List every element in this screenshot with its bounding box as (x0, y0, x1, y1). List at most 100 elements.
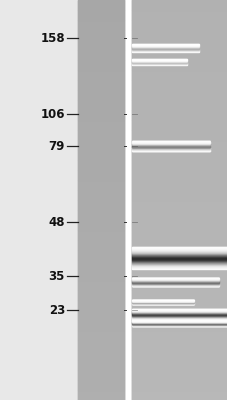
Bar (131, 262, 227, 263)
Bar (131, 261, 227, 262)
Bar (77, 200, 124, 210)
Bar (77, 340, 124, 350)
Bar (131, 170, 227, 180)
Bar (131, 253, 227, 254)
Bar (77, 280, 124, 290)
Bar (131, 280, 227, 290)
Bar (131, 180, 227, 190)
Bar (77, 360, 124, 370)
Bar (131, 60, 227, 70)
Bar (77, 0, 124, 400)
Bar (131, 110, 227, 120)
Text: 158: 158 (40, 32, 65, 44)
Bar (131, 160, 227, 170)
Bar (131, 252, 227, 253)
Text: 79: 79 (48, 140, 65, 152)
Bar (77, 160, 124, 170)
Bar (131, 290, 227, 300)
Bar (131, 220, 227, 230)
Bar (77, 110, 124, 120)
Bar (131, 248, 227, 249)
Bar (131, 251, 227, 252)
Bar (131, 70, 227, 80)
Bar (131, 320, 227, 330)
Bar (131, 230, 227, 240)
Bar (131, 350, 227, 360)
Bar (131, 310, 227, 320)
Bar (77, 120, 124, 130)
Bar (77, 60, 124, 70)
Text: 106: 106 (40, 108, 65, 120)
Bar (77, 370, 124, 380)
Bar (77, 20, 124, 30)
Bar (131, 40, 227, 50)
Bar (131, 130, 227, 140)
Bar (131, 120, 227, 130)
Bar (131, 360, 227, 370)
Bar (131, 100, 227, 110)
Bar (77, 70, 124, 80)
Bar (77, 10, 124, 20)
Bar (77, 100, 124, 110)
Text: 35: 35 (48, 270, 65, 282)
Bar (77, 300, 124, 310)
Bar (131, 249, 227, 250)
Text: 48: 48 (48, 216, 65, 228)
Bar (131, 80, 227, 90)
Bar (131, 256, 227, 257)
Bar (77, 40, 124, 50)
Bar (131, 250, 227, 251)
Bar (131, 0, 227, 10)
Bar (131, 263, 227, 264)
Bar (131, 260, 227, 270)
Bar (131, 50, 227, 60)
Bar (77, 270, 124, 280)
Bar (131, 20, 227, 30)
Bar (131, 268, 227, 269)
Bar (77, 0, 124, 10)
Bar (77, 240, 124, 250)
Bar (77, 350, 124, 360)
Bar (77, 140, 124, 150)
Bar (131, 270, 227, 280)
Bar (77, 380, 124, 390)
Bar (131, 210, 227, 220)
Bar (77, 250, 124, 260)
Bar (131, 265, 227, 266)
Bar (77, 170, 124, 180)
Bar (131, 330, 227, 340)
Bar (131, 140, 227, 150)
Bar (77, 310, 124, 320)
Bar (77, 230, 124, 240)
Bar (131, 150, 227, 160)
Bar (77, 220, 124, 230)
Bar (131, 30, 227, 40)
Bar (131, 190, 227, 200)
Bar (131, 240, 227, 250)
Bar (131, 90, 227, 100)
Bar (131, 0, 227, 400)
Bar (131, 267, 227, 268)
Bar (131, 200, 227, 210)
Bar (131, 10, 227, 20)
Bar (77, 130, 124, 140)
Bar (77, 290, 124, 300)
Bar (131, 257, 227, 258)
Bar (125, 0, 129, 400)
Bar (131, 254, 227, 255)
Bar (131, 258, 227, 259)
Bar (131, 300, 227, 310)
Bar (131, 247, 227, 248)
Bar (77, 190, 124, 200)
Bar (131, 370, 227, 380)
Bar (77, 330, 124, 340)
Bar (131, 266, 227, 267)
Bar (77, 90, 124, 100)
Bar (131, 380, 227, 390)
Bar (77, 30, 124, 40)
Bar (77, 50, 124, 60)
Bar (77, 150, 124, 160)
Bar (131, 340, 227, 350)
Bar (77, 180, 124, 190)
Bar (77, 210, 124, 220)
